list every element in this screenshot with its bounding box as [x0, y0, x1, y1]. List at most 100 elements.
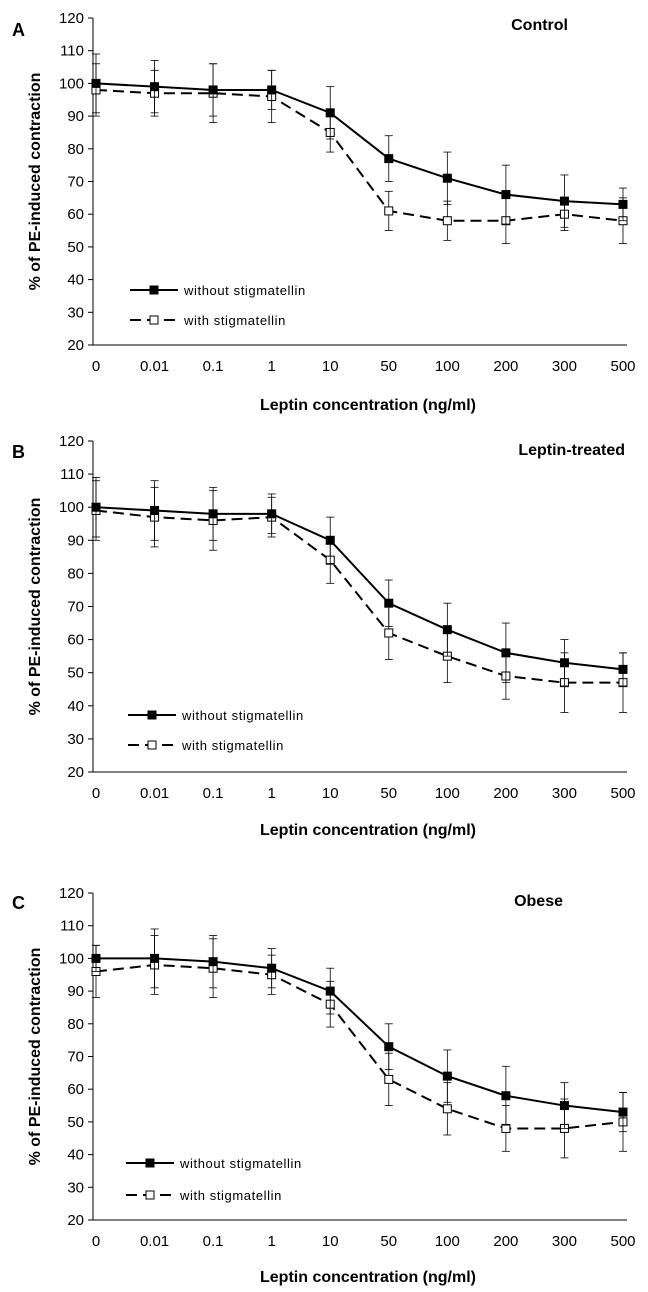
y-tick-label: 100	[59, 950, 84, 967]
x-tick-label: 500	[610, 785, 635, 802]
data-point	[384, 154, 394, 164]
data-point	[267, 85, 277, 95]
x-tick-label: 10	[322, 785, 339, 802]
x-tick-label: 1	[267, 785, 275, 802]
x-tick-label: 0.1	[203, 785, 224, 802]
panel-letter: C	[12, 893, 25, 913]
data-point	[442, 173, 452, 183]
x-tick-label: 500	[610, 358, 635, 375]
legend-marker	[145, 1158, 155, 1168]
x-tick-label: 0.01	[140, 1233, 169, 1250]
y-tick-label: 30	[67, 731, 84, 748]
data-point	[91, 78, 101, 88]
x-tick-label: 100	[435, 358, 460, 375]
data-point	[325, 535, 335, 545]
y-tick-label: 120	[59, 10, 84, 27]
y-tick-label: 110	[60, 918, 84, 935]
series-without-stigmatellin	[91, 928, 628, 1133]
y-tick-label: 90	[67, 108, 84, 125]
legend-marker	[147, 740, 157, 750]
data-point	[618, 664, 628, 674]
data-point	[384, 598, 394, 608]
x-tick-label: 200	[493, 785, 518, 802]
y-tick-label: 40	[67, 272, 84, 289]
legend-label: with stigmatellin	[179, 1188, 282, 1203]
series-with-stigmatellin	[91, 63, 628, 245]
y-tick-label: 40	[67, 698, 84, 715]
y-axis-title: % of PE-induced contraction	[27, 948, 44, 1166]
x-tick-label: 0.1	[203, 358, 224, 375]
data-point	[91, 502, 101, 512]
data-point	[559, 196, 569, 206]
data-point	[150, 506, 160, 516]
y-tick-label: 60	[67, 632, 84, 649]
y-tick-label: 90	[67, 983, 84, 1000]
x-tick-label: 50	[380, 785, 397, 802]
x-axis-title: Leptin concentration (ng/ml)	[260, 822, 476, 839]
data-point	[150, 82, 160, 92]
y-tick-label: 70	[67, 599, 84, 616]
data-point	[442, 216, 452, 226]
y-tick-label: 50	[67, 1114, 84, 1131]
x-tick-label: 100	[435, 1233, 460, 1250]
x-tick-label: 50	[380, 358, 397, 375]
y-tick-label: 120	[59, 885, 84, 902]
legend-label: with stigmatellin	[183, 313, 286, 328]
x-tick-label: 0.1	[203, 1233, 224, 1250]
y-tick-label: 80	[67, 565, 84, 582]
series-line	[95, 509, 623, 684]
x-tick-label: 0	[92, 358, 100, 375]
x-tick-label: 300	[552, 358, 577, 375]
data-point	[442, 1104, 452, 1114]
y-tick-label: 110	[60, 466, 84, 483]
series-line	[95, 82, 624, 206]
panel-letter: A	[12, 20, 25, 40]
data-point	[208, 509, 218, 519]
y-tick-label: 20	[67, 764, 84, 781]
series-line	[95, 963, 624, 1130]
data-point	[91, 953, 101, 963]
y-tick-label: 30	[67, 304, 84, 321]
data-point	[501, 190, 511, 200]
y-tick-label: 70	[67, 174, 84, 191]
x-tick-label: 100	[435, 785, 460, 802]
y-tick-label: 70	[67, 1049, 84, 1066]
legend-marker	[147, 710, 157, 720]
data-point	[267, 509, 277, 519]
x-axis-title: Leptin concentration (ng/ml)	[260, 1269, 476, 1286]
x-tick-label: 0	[92, 785, 100, 802]
data-point	[442, 625, 452, 635]
y-axis-title: % of PE-induced contraction	[27, 498, 44, 716]
legend-label: without stigmatellin	[183, 283, 306, 298]
legend: without stigmatellin with stigmatellin	[130, 283, 306, 328]
y-tick-label: 90	[67, 532, 84, 549]
data-point	[325, 108, 335, 118]
data-point	[559, 658, 569, 668]
data-point	[208, 85, 218, 95]
y-tick-label: 50	[67, 239, 84, 256]
data-point	[384, 628, 394, 638]
legend-label: with stigmatellin	[181, 738, 284, 753]
data-point	[559, 1101, 569, 1111]
panel-letter: B	[12, 442, 25, 462]
x-tick-label: 1	[267, 1233, 275, 1250]
series-line	[95, 506, 624, 671]
data-point	[618, 1107, 628, 1117]
legend-label: without stigmatellin	[181, 708, 304, 723]
y-tick-label: 30	[67, 1179, 84, 1196]
data-point	[267, 963, 277, 973]
y-tick-label: 100	[59, 499, 84, 516]
y-tick-label: 80	[67, 1016, 84, 1033]
chart-title: Obese	[514, 893, 563, 910]
data-point	[501, 648, 511, 658]
y-axis-title: % of PE-induced contraction	[27, 73, 44, 291]
legend-label: without stigmatellin	[179, 1156, 302, 1171]
data-point	[618, 199, 628, 209]
y-tick-label: 20	[67, 337, 84, 354]
series-without-stigmatellin	[91, 53, 628, 228]
y-tick-label: 50	[67, 665, 84, 682]
